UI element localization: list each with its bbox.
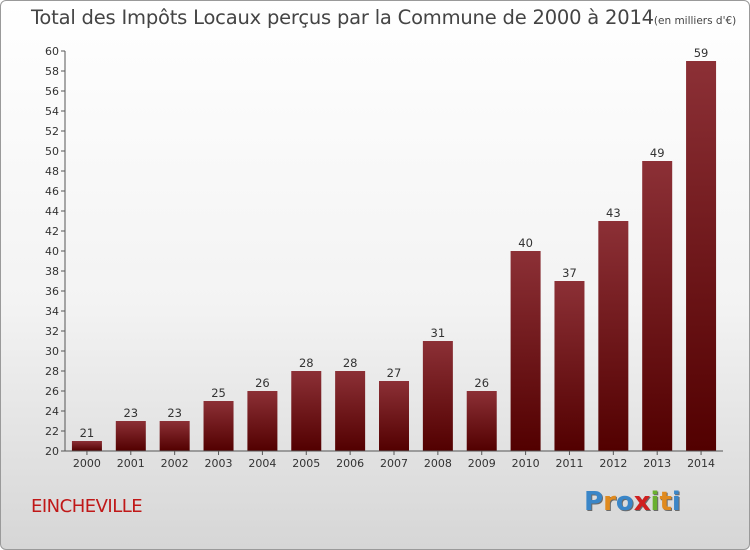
bars-group: 21 23 23 25 26 28 28 27 31 26 40 37 43 49 59 (71, 46, 717, 451)
y-tick-label: 60 (45, 45, 59, 58)
bar (379, 381, 409, 451)
bar (422, 341, 453, 451)
y-tick-label: 36 (45, 285, 59, 298)
logo-letter: i (671, 487, 681, 517)
y-tick-label: 58 (45, 65, 59, 78)
y-tick-label: 56 (45, 85, 59, 98)
bar (71, 441, 102, 451)
bar-value-label: 21 (80, 426, 95, 440)
y-tick-label: 42 (45, 225, 59, 238)
x-tick-label: 2002 (161, 457, 189, 470)
x-tick-label: 2013 (643, 457, 671, 470)
x-tick-label: 2005 (292, 457, 320, 470)
bar-value-label: 31 (431, 326, 446, 340)
x-tick-label: 2001 (117, 457, 145, 470)
y-tick-label: 24 (45, 405, 59, 418)
y-tick-label: 44 (45, 205, 59, 218)
y-tick-label: 46 (45, 185, 59, 198)
x-tick-label: 2012 (599, 457, 627, 470)
logo-letter: t (659, 487, 672, 517)
bar (466, 391, 497, 451)
bar-value-label: 28 (299, 356, 314, 370)
y-tick-label: 26 (45, 385, 59, 398)
bar-value-label: 25 (211, 386, 226, 400)
y-tick-label: 32 (45, 325, 59, 338)
bar-value-label: 26 (474, 376, 489, 390)
bar (115, 421, 146, 451)
bar-value-label: 27 (387, 366, 402, 380)
y-tick-label: 22 (45, 425, 59, 438)
x-tick-label: 2008 (424, 457, 452, 470)
bar (510, 251, 541, 451)
bar (159, 421, 190, 451)
y-tick-label: 28 (45, 365, 59, 378)
axes-group: 20 22 24 26 28 30 32 34 36 38 40 42 44 46 48 50 52 54 56 58… (45, 45, 723, 470)
y-tick-label: 48 (45, 165, 59, 178)
y-tick-label: 52 (45, 125, 59, 138)
x-tick-label: 2009 (468, 457, 496, 470)
bar (247, 391, 278, 451)
bar-value-label: 23 (167, 406, 182, 420)
logo-letter: r (603, 487, 616, 517)
x-tick-label: 2007 (380, 457, 408, 470)
chart-title: Total des Impôts Locaux perçus par la Co… (31, 6, 736, 29)
logo-letter: i (650, 487, 660, 517)
bar (291, 371, 322, 451)
bar-value-label: 49 (650, 146, 665, 160)
y-tick-label: 40 (45, 245, 59, 258)
proxiti-logo[interactable]: Proxiti (584, 487, 681, 517)
x-tick-label: 2011 (555, 457, 583, 470)
bar-value-label: 37 (562, 266, 577, 280)
bar (554, 281, 585, 451)
x-tick-label: 2000 (73, 457, 101, 470)
y-tick-label: 54 (45, 105, 59, 118)
x-tick-label: 2006 (336, 457, 364, 470)
y-tick-label: 50 (45, 145, 59, 158)
bar-value-label: 23 (123, 406, 138, 420)
commune-name: EINCHEVILLE (31, 496, 143, 517)
logo-letter: P (584, 487, 604, 517)
y-tick-label: 34 (45, 305, 59, 318)
bar (642, 161, 673, 451)
x-tick-label: 2014 (687, 457, 715, 470)
chart-title-unit: (en milliers d'€) (653, 15, 737, 27)
x-tick-label: 2004 (248, 457, 276, 470)
bar-value-label: 43 (606, 206, 621, 220)
logo-letter: x (633, 487, 651, 517)
logo-letter: o (615, 487, 634, 517)
bar-value-label: 59 (694, 46, 709, 60)
bar (598, 221, 629, 451)
bar-value-label: 40 (518, 236, 533, 250)
bar-value-label: 28 (343, 356, 358, 370)
x-tick-label: 2003 (205, 457, 233, 470)
y-tick-label: 38 (45, 265, 59, 278)
chart-title-main: Total des Impôts Locaux perçus par la Co… (31, 6, 654, 29)
bar (203, 401, 234, 451)
y-tick-label: 30 (45, 345, 59, 358)
bar (335, 371, 366, 451)
bar-value-label: 26 (255, 376, 270, 390)
x-tick-label: 2010 (512, 457, 540, 470)
bar (686, 61, 717, 451)
y-tick-label: 20 (45, 445, 59, 458)
